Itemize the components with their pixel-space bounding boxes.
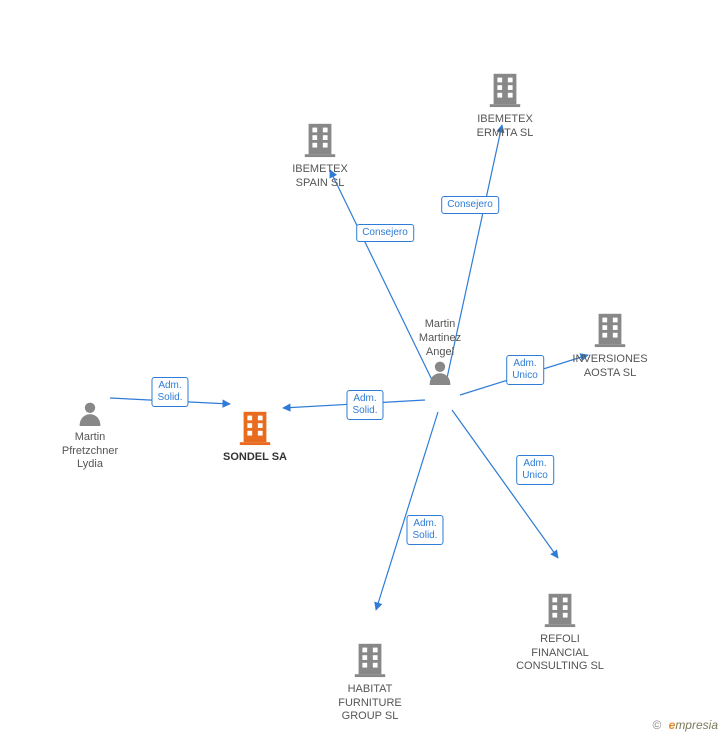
edge-label: Adm. Solid. <box>151 377 188 407</box>
building-icon <box>591 339 629 351</box>
node-ibspain: IBEMETEX SPAIN SL <box>265 120 375 190</box>
node-label: REFOLI FINANCIAL CONSULTING SL <box>505 633 615 674</box>
footer-credit: © empresia <box>652 718 718 732</box>
node-refoli: REFOLI FINANCIAL CONSULTING SL <box>505 590 615 674</box>
brand-rest: mpresia <box>675 718 718 732</box>
edge-label: Adm. Unico <box>506 355 544 385</box>
copyright-symbol: © <box>652 718 661 732</box>
building-icon <box>301 149 339 161</box>
edge-label: Adm. Unico <box>516 455 554 485</box>
node-mangel: Martin Martinez Angel <box>385 318 495 390</box>
node-habitat: HABITAT FURNITURE GROUP SL <box>315 640 425 724</box>
node-label: SONDEL SA <box>200 451 310 465</box>
building-icon <box>541 619 579 631</box>
node-label: IBEMETEX SPAIN SL <box>265 163 375 191</box>
person-icon <box>77 417 103 429</box>
node-label: Martin Pfretzchner Lydia <box>35 431 145 472</box>
edge-label: Adm. Solid. <box>406 515 443 545</box>
node-invaosta: INVERSIONES AOSTA SL <box>555 310 665 380</box>
edge-line <box>376 412 438 610</box>
building-icon <box>236 437 274 449</box>
node-label: Martin Martinez Angel <box>385 318 495 359</box>
node-label: INVERSIONES AOSTA SL <box>555 353 665 381</box>
building-icon <box>486 99 524 111</box>
person-icon <box>427 376 453 388</box>
edge-label: Adm. Solid. <box>346 390 383 420</box>
node-label: HABITAT FURNITURE GROUP SL <box>315 683 425 724</box>
node-lydia: Martin Pfretzchner Lydia <box>35 400 145 472</box>
building-icon <box>351 669 389 681</box>
node-sondel: SONDEL SA <box>200 408 310 465</box>
edge-label: Consejero <box>356 224 414 242</box>
edge-label: Consejero <box>441 196 499 214</box>
node-ibermita: IBEMETEX ERMITA SL <box>450 70 560 140</box>
node-label: IBEMETEX ERMITA SL <box>450 113 560 141</box>
